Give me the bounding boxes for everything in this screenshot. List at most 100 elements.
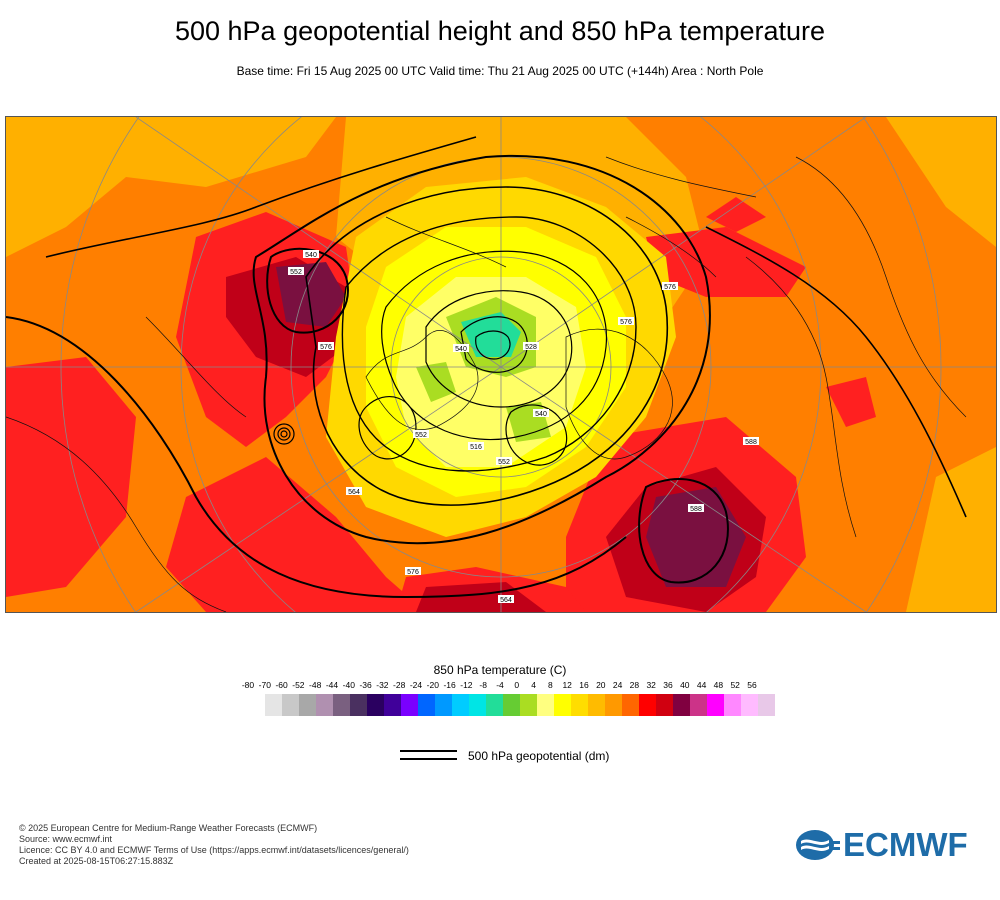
legend-tick-label: 24 [612,680,623,690]
legend-swatch [486,694,503,716]
chart-title: 500 hPa geopotential height and 850 hPa … [174,16,825,46]
legend-swatch [673,694,690,716]
legend-swatch [622,694,639,716]
map-canvas: 576 552 540 528 516 564 588 576 552 540 … [6,117,996,612]
legend-swatch [469,694,486,716]
contour-label: 564 [500,597,512,604]
legend-tick-label: -20 [426,680,439,690]
legend-tick-label: -70 [258,680,271,690]
contour-label: 576 [620,319,632,326]
legend-swatch [724,694,741,716]
contour-label: 576 [320,344,332,351]
legend-swatch [350,694,367,716]
contour-label: 576 [664,284,676,291]
legend-tick-label: 8 [548,680,553,690]
legend-swatch [571,694,588,716]
legend-tick-label: 52 [730,680,740,690]
legend-swatch [537,694,554,716]
legend-swatch [588,694,605,716]
hot-zone-west [6,357,136,597]
legend-swatch [639,694,656,716]
hot-zone-siberia [646,227,806,297]
mild-zone-se [906,447,996,612]
legend-color-bar [265,694,775,716]
legend-tick-label: -12 [460,680,473,690]
legend-tick-label: -28 [393,680,406,690]
legend-tick-label: -4 [496,680,504,690]
contour-label: 540 [455,346,467,353]
legend-tick-label: -24 [409,680,423,690]
contour-label: 576 [407,569,419,576]
legend-swatch [282,694,299,716]
extreme-zone-na [276,262,346,327]
contour-label: 588 [690,506,702,513]
legend-title: 850 hPa temperature (C) [433,663,567,677]
legend-tick-label: 4 [531,680,536,690]
extreme-zone-asia [646,487,746,587]
polar-zone-green-2 [416,362,456,402]
weather-map: 576 552 540 528 516 564 588 576 552 540 … [5,116,997,613]
legend-swatch [520,694,537,716]
hot-zone-atlantic [166,457,426,612]
legend-swatch [741,694,758,716]
legend-tick-label: -44 [325,680,339,690]
legend-tick-label: 48 [713,680,724,690]
hot-zone-east [826,377,876,427]
legend-tick-label: -52 [292,680,305,690]
legend-swatch [758,694,775,716]
legend-tick-label: 28 [629,680,640,690]
legend-swatch [367,694,384,716]
contour-labels: 576 552 540 528 516 564 588 576 552 540 … [288,250,759,604]
legend-swatch [554,694,571,716]
legend-tick-label: 0 [514,680,520,690]
legend-swatch [384,694,401,716]
legend-tick-label: -60 [275,680,288,690]
mild-zone-nw [6,117,336,257]
legend-tick-label: -36 [359,680,372,690]
source-text: Source: www.ecmwf.int [19,834,113,844]
legend-tick-label: -80 [241,680,255,690]
contour-label: 528 [525,344,537,351]
legend-tick-label: 16 [579,680,589,690]
footer: © 2025 European Centre for Medium-Range … [19,823,409,867]
mild-zone-ne [886,117,996,247]
legend-swatch [299,694,316,716]
legend-swatch [452,694,469,716]
legend-ticks: -80 -70 -60 -52 -48 -44 -40 -36 -32 -28 -24 -20 -16-… [0,680,1000,694]
hot-zone-siberia-small [706,197,766,232]
legend-swatch [265,694,282,716]
legend-swatch [605,694,622,716]
legend-tick-label: 32 [646,680,656,690]
chart-subtitle: Base time: Fri 15 Aug 2025 00 UTC Valid … [236,64,764,78]
legend-swatch [401,694,418,716]
contour-label: 564 [348,489,360,496]
legend-tick-label: 36 [663,680,673,690]
legend-tick-label: -8 [479,680,487,690]
legend-tick-label: -16 [443,680,456,690]
geopotential-contours [6,136,967,599]
contour-label: 516 [470,444,482,451]
licence-text: Licence: CC BY 4.0 and ECMWF Terms of Us… [19,845,409,855]
contour-label: 552 [290,269,302,276]
legend-tick-label: 40 [680,680,690,690]
legend-swatch [503,694,520,716]
legend-tick-label: 20 [596,680,606,690]
legend-swatch [418,694,435,716]
legend-tick-label: -48 [309,680,322,690]
contour-legend: 500 hPa geopotential (dm) [400,748,700,768]
cyclone-marker [273,423,295,445]
contour-legend-label: 500 hPa geopotential (dm) [468,749,610,763]
legend-swatch [435,694,452,716]
legend-swatch [707,694,724,716]
legend-swatch [316,694,333,716]
legend-swatch [690,694,707,716]
ecmwf-logo: ECMWF [795,826,985,864]
ecmwf-logo-icon [796,830,840,860]
legend-tick-label: -40 [342,680,355,690]
contour-label: 552 [415,432,427,439]
legend-tick-label: -32 [376,680,389,690]
contour-label: 588 [745,439,757,446]
legend-tick-label: 56 [747,680,757,690]
legend-swatch [333,694,350,716]
contour-legend-lines [400,750,457,766]
